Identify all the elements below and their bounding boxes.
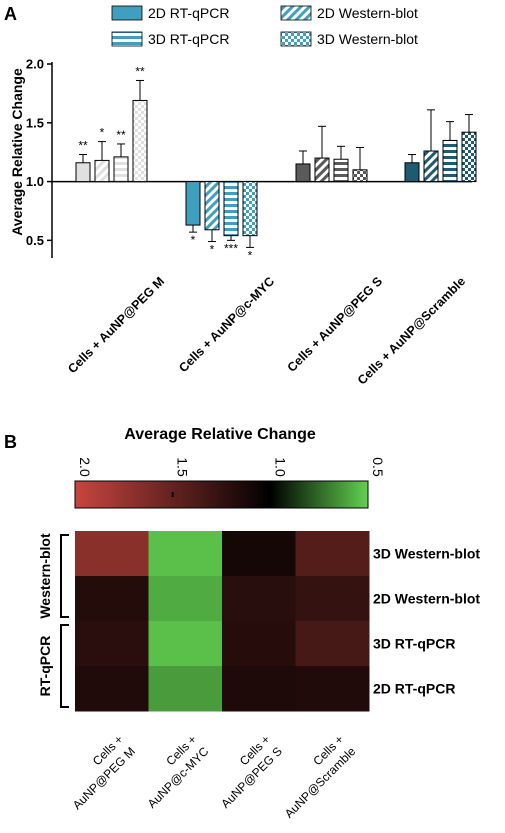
colorbar-tick-label: 2.0	[77, 457, 93, 477]
heatmap-cell-3d-western-blot-cells-aunp-c-myc	[148, 531, 223, 577]
bar-3d-western-blot-cells-aunp-peg-m	[132, 99, 148, 183]
heatmap-title: Average Relative Change	[124, 426, 316, 443]
y-tick-label: 1.5	[26, 115, 44, 130]
legend-swatch-2d-western-blot	[280, 5, 312, 21]
bar-3d-rt-qpcr-cells-aunp-peg-s	[333, 158, 349, 183]
bar-2d-rt-qpcr-cells-aunp-scramble	[404, 162, 420, 183]
bar-2d-western-blot-cells-aunp-peg-m	[94, 159, 110, 183]
heatmap-cell-2d-western-blot-cells-aunp-peg-s	[222, 576, 296, 622]
heatmap-row-label: 2D RT-qPCR	[373, 681, 455, 697]
bar-3d-western-blot-cells-aunp-c-myc	[242, 181, 258, 237]
legend-label-2d-western-blot: 2D Western-blot	[317, 5, 418, 21]
heatmap-cell-2d-western-blot-cells-aunp-peg-m	[75, 576, 149, 622]
colorbar-tick-label: 1.0	[272, 457, 288, 477]
y-axis-title: Average Relative Change	[9, 68, 25, 236]
bar-2d-rt-qpcr-cells-aunp-peg-s	[295, 163, 311, 183]
bar-chart-categories: Cells + AuNP@PEG M Cells + AuNP@c-MYC Cell…	[65, 274, 468, 387]
colorbar-gradient	[74, 480, 369, 509]
heatmap-cell-3d-western-blot-cells-aunp-peg-s	[222, 531, 296, 577]
category-label: Cells + AuNP@PEG M	[65, 274, 167, 376]
legend-label-2d-rt-qpcr: 2D RT-qPCR	[148, 5, 229, 21]
y-tick-label: 2.0	[26, 57, 44, 72]
y-tick-label: 1.0	[26, 174, 44, 189]
panel-b-label: B	[4, 432, 17, 452]
heatmap-cell-3d-rt-qpcr-cells-aunp-c-myc	[148, 621, 223, 667]
bar-2d-rt-qpcr-cells-aunp-c-myc	[185, 181, 201, 226]
heatmap-column-label: Cells +AuNP@Scramble	[270, 732, 359, 821]
significance-label: *	[100, 126, 105, 140]
bar-chart-bars: *** ****** ****	[75, 64, 477, 262]
heatmap-column-label: Cells +AuNP@PEG M	[58, 732, 138, 812]
bar-chart-legend: 2D RT-qPCR 2D Western-blot 3D RT-qPCR 3D…	[111, 5, 418, 47]
legend-swatch-3d-rt-qpcr	[111, 31, 143, 47]
heatmap-colorbar: 2.0 1.5 1.0 0.5	[74, 457, 386, 509]
heatmap-cell-2d-rt-qpcr-cells-aunp-c-myc	[148, 666, 223, 712]
heatmap-cell-3d-western-blot-cells-aunp-peg-m	[75, 531, 149, 577]
heatmap-column-label: Cells +AuNP@PEG S	[206, 732, 285, 811]
heatmap-row-label: 3D Western-blot	[373, 546, 480, 562]
row-group-label: Western-blot	[37, 533, 53, 619]
significance-label: **	[135, 64, 145, 78]
category-label: Cells + AuNP@PEG S	[285, 274, 385, 374]
heatmap-cell-3d-rt-qpcr-cells-aunp-peg-m	[75, 621, 149, 667]
bar-2d-western-blot-cells-aunp-c-myc	[204, 181, 220, 231]
significance-label: ***	[224, 241, 238, 255]
heatmap-cell-3d-rt-qpcr-cells-aunp-peg-s	[222, 621, 296, 667]
significance-label: *	[248, 248, 253, 262]
bar-2d-rt-qpcr-cells-aunp-peg-m	[75, 162, 91, 183]
bar-3d-rt-qpcr-cells-aunp-peg-m	[113, 156, 129, 183]
row-group-bracket	[60, 534, 69, 618]
heatmap-row-label: 3D RT-qPCR	[373, 636, 455, 652]
row-group-bracket	[60, 624, 69, 708]
heatmap-cell-3d-western-blot-cells-aunp-scramble	[295, 531, 370, 577]
legend-label-3d-rt-qpcr: 3D RT-qPCR	[148, 31, 229, 47]
row-group-label: RT-qPCR	[37, 636, 53, 697]
bar-2d-western-blot-cells-aunp-scramble	[423, 150, 439, 183]
bar-3d-western-blot-cells-aunp-scramble	[461, 131, 477, 183]
bar-3d-rt-qpcr-cells-aunp-scramble	[442, 139, 458, 183]
category-label: Cells + AuNP@c-MYC	[176, 274, 277, 375]
heatmap-cell-2d-rt-qpcr-cells-aunp-scramble	[295, 666, 370, 712]
heatmap-cell-2d-rt-qpcr-cells-aunp-peg-m	[75, 666, 149, 712]
heatmap-column-label: Cells +AuNP@c-MYC	[133, 732, 212, 811]
panel-a-label: A	[4, 4, 17, 24]
heatmap-cell-3d-rt-qpcr-cells-aunp-scramble	[295, 621, 370, 667]
heatmap-cell-2d-western-blot-cells-aunp-scramble	[295, 576, 370, 622]
legend-swatch-3d-western-blot	[280, 31, 312, 47]
heatmap-row-label: 2D Western-blot	[373, 591, 480, 607]
significance-label: *	[191, 233, 196, 247]
bar-3d-rt-qpcr-cells-aunp-c-myc	[223, 181, 239, 237]
significance-label: **	[116, 128, 126, 142]
legend-label-3d-western-blot: 3D Western-blot	[317, 31, 418, 47]
heatmap-cell-2d-rt-qpcr-cells-aunp-peg-s	[222, 666, 296, 712]
significance-label: **	[78, 139, 88, 153]
colorbar-tick-label: 0.5	[370, 457, 386, 477]
bar-3d-western-blot-cells-aunp-peg-s	[352, 169, 368, 183]
significance-label: *	[210, 243, 215, 257]
y-tick-label: 0.5	[26, 233, 44, 248]
legend-swatch-2d-rt-qpcr	[111, 5, 143, 21]
bar-2d-western-blot-cells-aunp-peg-s	[314, 157, 330, 183]
heatmap-cell-2d-western-blot-cells-aunp-c-myc	[148, 576, 223, 622]
heatmap-grid	[75, 531, 370, 712]
colorbar-tick-label: 1.5	[175, 457, 191, 477]
